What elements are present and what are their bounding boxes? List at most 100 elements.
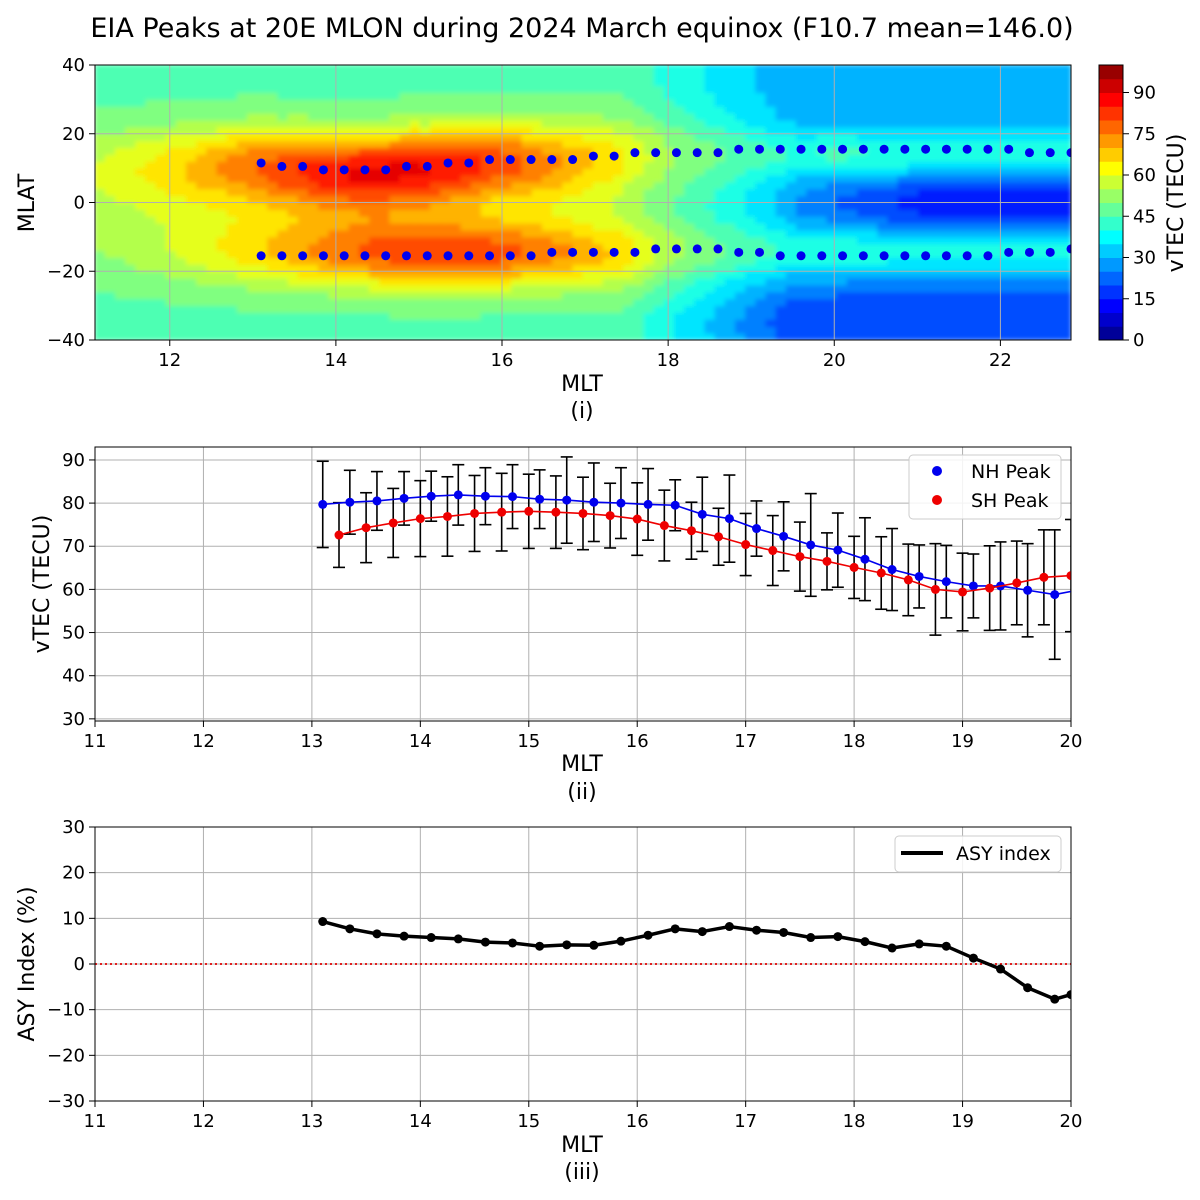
- heatmap-cell: [663, 78, 675, 87]
- heatmap-cell: [663, 174, 675, 183]
- heatmap-cell: [846, 85, 858, 93]
- heatmap-cell: [104, 305, 116, 313]
- heatmap-cell: [846, 222, 858, 231]
- heatmap-cell: [440, 222, 452, 231]
- heatmap-cell: [1040, 174, 1052, 183]
- heatmap-cell: [206, 257, 218, 265]
- heatmap-cell: [653, 188, 665, 197]
- heatmap-cell: [775, 257, 787, 265]
- heatmap-cell: [989, 263, 1001, 272]
- heatmap-cell: [1060, 188, 1071, 197]
- heatmap-cell: [216, 174, 228, 183]
- heatmap-cell: [714, 78, 726, 87]
- heatmap-cell: [745, 98, 757, 107]
- heatmap-cell: [206, 65, 218, 73]
- nh-peak-point: [775, 144, 785, 154]
- heatmap-cell: [836, 202, 848, 210]
- heatmap-cell: [369, 284, 381, 293]
- heatmap-cell: [104, 78, 116, 87]
- nh-point: [670, 500, 680, 510]
- heatmap-cell: [796, 188, 808, 197]
- heatmap-cell: [165, 153, 177, 162]
- heatmap-cell: [95, 291, 106, 300]
- heatmap-cell: [358, 270, 370, 279]
- heatmap-cell: [308, 215, 320, 224]
- heatmap-cell: [785, 160, 797, 169]
- heatmap-cell: [653, 270, 665, 279]
- heatmap-cell: [114, 298, 126, 307]
- heatmap-cell: [379, 140, 391, 148]
- heatmap-cell: [460, 92, 472, 100]
- heatmap-cell: [430, 215, 442, 224]
- heatmap-cell: [419, 195, 431, 203]
- heatmap-cell: [104, 215, 116, 224]
- heatmap-cell: [135, 215, 147, 224]
- heatmap-cell: [287, 112, 299, 121]
- heatmap-cell: [968, 291, 980, 300]
- heatmap-cell: [186, 174, 198, 183]
- heatmap-cell: [643, 257, 655, 265]
- x-tick-label: 12: [158, 350, 181, 371]
- heatmap-cell: [735, 112, 747, 121]
- heatmap-cell: [1040, 270, 1052, 279]
- heatmap-cell: [491, 270, 503, 279]
- heatmap-cell: [897, 195, 909, 203]
- heatmap-cell: [694, 325, 706, 334]
- heatmap-cell: [155, 153, 167, 162]
- heatmap-cell: [287, 243, 299, 252]
- heatmap-cell: [521, 174, 533, 183]
- heatmap-cell: [562, 250, 574, 258]
- heatmap-cell: [918, 318, 930, 327]
- heatmap-cell: [470, 208, 482, 217]
- heatmap-cell: [541, 229, 553, 238]
- heatmap-cell: [95, 257, 106, 265]
- heatmap-cell: [653, 318, 665, 327]
- heatmap-cell: [1050, 298, 1062, 307]
- heatmap-cell: [643, 167, 655, 176]
- heatmap-cell: [430, 318, 442, 327]
- heatmap-cell: [379, 312, 391, 320]
- heatmap-cell: [989, 229, 1001, 238]
- heatmap-cell: [887, 243, 899, 252]
- heatmap-cell: [399, 153, 411, 162]
- heatmap-cell: [175, 284, 187, 293]
- heatmap-cell: [358, 119, 370, 128]
- heatmap-cell: [714, 250, 726, 258]
- heatmap-cell: [328, 243, 340, 252]
- heatmap-cell: [196, 195, 208, 203]
- heatmap-cell: [582, 140, 594, 148]
- heatmap-cell: [1040, 65, 1052, 73]
- heatmap-cell: [226, 105, 238, 114]
- colorbar-tick-label: 60: [1133, 165, 1156, 186]
- heatmap-cell: [663, 160, 675, 169]
- heatmap-cell: [918, 312, 930, 320]
- heatmap-cell: [419, 181, 431, 190]
- heatmap-cell: [480, 257, 492, 265]
- heatmap-cell: [552, 181, 564, 190]
- heatmap-cell: [236, 78, 248, 87]
- heatmap-cell: [826, 284, 838, 293]
- heatmap-cell: [765, 270, 777, 279]
- heatmap-cell: [816, 167, 828, 176]
- heatmap-cell: [816, 291, 828, 300]
- heatmap-cell: [95, 92, 106, 100]
- heatmap-cell: [867, 277, 879, 286]
- heatmap-cell: [562, 318, 574, 327]
- heatmap-cell: [989, 147, 1001, 155]
- heatmap-cell: [877, 298, 889, 307]
- heatmap-cell: [480, 98, 492, 107]
- heatmap-cell: [989, 277, 1001, 286]
- heatmap-cell: [653, 112, 665, 121]
- heatmap-cell: [938, 222, 950, 231]
- heatmap-cell: [684, 85, 696, 93]
- heatmap-cell: [480, 277, 492, 286]
- y-tick-label: 20: [62, 124, 85, 145]
- heatmap-cell: [735, 71, 747, 80]
- heatmap-cell: [491, 305, 503, 313]
- heatmap-cell: [308, 263, 320, 272]
- heatmap-cell: [653, 202, 665, 210]
- heatmap-cell: [338, 202, 350, 210]
- heatmap-cell: [684, 298, 696, 307]
- heatmap-cell: [633, 257, 645, 265]
- heatmap-cell: [145, 85, 157, 93]
